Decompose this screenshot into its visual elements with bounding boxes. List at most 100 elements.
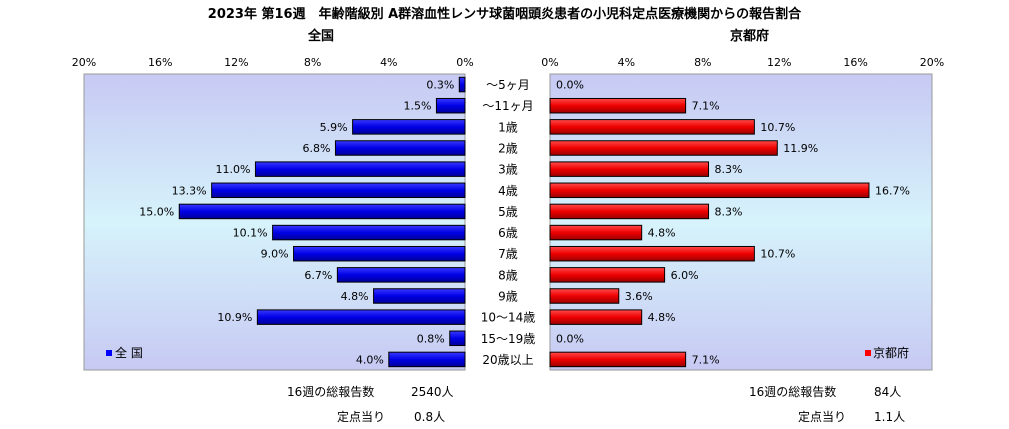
left-tick-label: 0%	[456, 56, 473, 69]
right-tick-label: 16%	[843, 56, 867, 69]
right-bar-value-label: 0.0%	[556, 79, 584, 92]
right-legend: 京都府	[865, 345, 909, 360]
right-bar	[549, 161, 710, 177]
left-subtitle: 全国	[308, 29, 335, 44]
left-total-value: 2540人	[411, 385, 454, 399]
left-bar-value-label: 9.0%	[261, 248, 289, 261]
category-label: 3歳	[498, 163, 518, 177]
left-bar	[178, 203, 466, 220]
left-bar-value-label: 13.3%	[172, 184, 207, 197]
left-bar-value-label: 11.0%	[215, 163, 250, 176]
right-tick-label: 8%	[694, 56, 711, 69]
right-bar-value-label: 0.0%	[556, 332, 584, 345]
left-bar-value-label: 1.5%	[403, 100, 431, 113]
left-bar-value-label: 5.9%	[320, 121, 348, 134]
category-label: 10～14歳	[481, 311, 536, 325]
right-bar-value-label: 16.7%	[875, 184, 910, 197]
right-plot-area	[549, 73, 933, 371]
category-label: 9歳	[498, 290, 518, 304]
right-legend-label: 京都府	[873, 345, 909, 360]
left-bar	[293, 245, 466, 262]
right-tick-label: 20%	[920, 56, 944, 69]
left-bar	[272, 224, 466, 241]
left-bar-value-label: 10.9%	[217, 311, 252, 324]
left-bar-value-label: 15.0%	[139, 205, 174, 218]
right-bar-value-label: 7.1%	[692, 100, 720, 113]
left-bar	[435, 97, 466, 114]
left-tick-label: 8%	[304, 56, 321, 69]
left-legend-label: 全 国	[115, 345, 143, 360]
right-bar-value-label: 7.1%	[692, 353, 720, 366]
left-bar	[352, 119, 466, 135]
left-plot-area	[83, 73, 466, 371]
right-legend-swatch	[865, 350, 871, 356]
right-bar	[549, 288, 620, 304]
left-bar-value-label: 10.1%	[233, 227, 268, 240]
left-tick-label: 20%	[72, 56, 96, 69]
left-tick-label: 4%	[380, 56, 397, 69]
left-bar	[211, 182, 466, 199]
left-legend: 全 国	[106, 345, 143, 360]
category-label: 5歳	[498, 205, 518, 219]
right-total-value: 84人	[874, 385, 902, 399]
category-label: 4歳	[498, 184, 518, 198]
right-per-site-label: 定点当り	[798, 410, 847, 424]
left-bar-value-label: 4.8%	[341, 290, 369, 303]
left-legend-swatch	[106, 350, 112, 356]
left-bar	[388, 351, 466, 368]
category-label: 6歳	[498, 226, 518, 240]
left-bar	[373, 288, 466, 304]
left-tick-label: 12%	[224, 56, 248, 69]
right-per-site-value: 1.1人	[874, 410, 906, 424]
left-bar	[334, 140, 466, 156]
right-bar	[549, 351, 687, 368]
chart-title: 2023年 第16週 年齢階級別 A群溶血性レンサ球菌咽頭炎患者の小児科定点医療…	[207, 7, 802, 22]
left-tick-label: 16%	[148, 56, 172, 69]
left-bar-value-label: 6.8%	[303, 142, 331, 155]
category-label: 8歳	[498, 268, 518, 282]
left-bar	[254, 161, 466, 177]
left-bar-value-label: 4.0%	[356, 353, 384, 366]
left-per-site-label: 定点当り	[337, 410, 386, 424]
left-total-label: 16週の総報告数	[287, 385, 375, 399]
category-label: 15～19歳	[481, 332, 536, 346]
right-bar	[549, 267, 666, 283]
right-bar	[549, 97, 687, 114]
left-bar-value-label: 0.3%	[426, 79, 454, 92]
right-bar	[549, 182, 870, 199]
right-bar-value-label: 6.0%	[671, 269, 699, 282]
right-bar	[549, 309, 643, 325]
category-label: 2歳	[498, 142, 518, 156]
left-bar-value-label: 6.7%	[304, 269, 332, 282]
right-bar-value-label: 10.7%	[760, 248, 795, 261]
left-bar	[336, 267, 466, 283]
left-per-site-value: 0.8人	[414, 410, 446, 424]
category-label: ～5ヶ月	[486, 78, 530, 92]
left-bar	[449, 330, 466, 347]
left-bar-value-label: 0.8%	[417, 332, 445, 345]
left-bar	[256, 309, 466, 325]
right-bar	[549, 140, 778, 156]
right-subtitle: 京都府	[730, 29, 770, 44]
right-total-label: 16週の総報告数	[749, 385, 837, 399]
right-bar	[549, 224, 643, 241]
right-bar-value-label: 8.3%	[715, 163, 743, 176]
right-bar-value-label: 10.7%	[760, 121, 795, 134]
right-tick-label: 12%	[767, 56, 791, 69]
right-tick-label: 0%	[541, 56, 558, 69]
right-bar	[549, 119, 755, 135]
right-bar	[549, 245, 755, 262]
left-bar	[458, 76, 466, 93]
right-tick-label: 4%	[618, 56, 635, 69]
right-bar-value-label: 3.6%	[625, 290, 653, 303]
category-label: 20歳以上	[482, 353, 533, 367]
right-bar	[549, 203, 710, 220]
right-bar-value-label: 11.9%	[783, 142, 818, 155]
right-bar-value-label: 8.3%	[715, 205, 743, 218]
category-label: ～11ヶ月	[482, 99, 533, 113]
category-label: 1歳	[498, 120, 518, 134]
right-bar-value-label: 4.8%	[648, 311, 676, 324]
category-label: 7歳	[498, 247, 518, 261]
right-bar-value-label: 4.8%	[648, 227, 676, 240]
